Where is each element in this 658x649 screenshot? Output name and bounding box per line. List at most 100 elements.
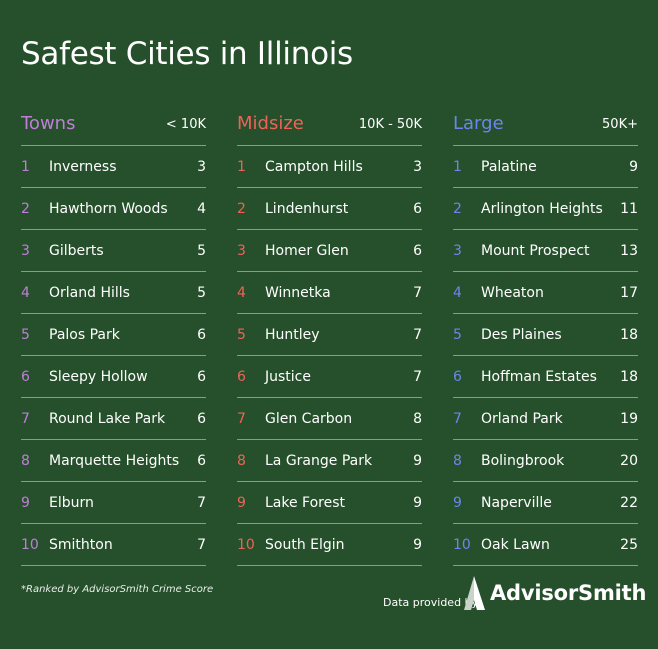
column-title: Midsize xyxy=(237,113,304,134)
list-item: 4 Winnetka 7 xyxy=(237,272,422,314)
list-item: 8 Bolingbrook 20 xyxy=(453,440,638,482)
rank: 7 xyxy=(453,411,462,427)
rank: 8 xyxy=(21,453,30,469)
city-name: Sleepy Hollow xyxy=(49,369,148,385)
city-name: Huntley xyxy=(265,327,320,343)
city-name: Round Lake Park xyxy=(49,411,166,427)
list-item: 4 Wheaton 17 xyxy=(453,272,638,314)
rank: 10 xyxy=(21,537,39,553)
list-item: 3 Mount Prospect 13 xyxy=(453,230,638,272)
rank: 3 xyxy=(21,243,30,259)
rank: 7 xyxy=(21,411,30,427)
list-item: 6 Hoffman Estates 18 xyxy=(453,356,638,398)
rank: 9 xyxy=(237,495,246,511)
rank: 4 xyxy=(21,285,30,301)
city-name: Winnetka xyxy=(265,285,331,301)
crime-score: 9 xyxy=(413,537,422,553)
city-name: Palos Park xyxy=(49,327,120,343)
crime-score: 22 xyxy=(620,495,638,511)
rank: 9 xyxy=(453,495,462,511)
city-name: Mount Prospect xyxy=(481,243,590,259)
column-header: Towns < 10K xyxy=(21,111,206,146)
crime-score: 7 xyxy=(413,327,422,343)
rank: 10 xyxy=(237,537,255,553)
list-item: 1 Inverness 3 xyxy=(21,146,206,188)
rank: 8 xyxy=(453,453,462,469)
city-name: Gilberts xyxy=(49,243,104,259)
city-name: Palatine xyxy=(481,159,537,175)
list-item: 9 Lake Forest 9 xyxy=(237,482,422,524)
crime-score: 6 xyxy=(197,369,206,385)
city-name: Marquette Heights xyxy=(49,453,180,469)
crime-score: 6 xyxy=(197,327,206,343)
rank: 5 xyxy=(453,327,462,343)
list-item: 7 Round Lake Park 6 xyxy=(21,398,206,440)
rank: 4 xyxy=(237,285,246,301)
column-header: Midsize 10K - 50K xyxy=(237,111,422,146)
crime-score: 9 xyxy=(413,453,422,469)
rank: 2 xyxy=(237,201,246,217)
list-item: 5 Palos Park 6 xyxy=(21,314,206,356)
rank: 2 xyxy=(453,201,462,217)
crime-score: 7 xyxy=(197,537,206,553)
list-item: 2 Arlington Heights 11 xyxy=(453,188,638,230)
city-name: Elburn xyxy=(49,495,94,511)
brand-logo: AdvisorSmith xyxy=(464,575,646,611)
city-name: Lake Forest xyxy=(265,495,346,511)
rank: 5 xyxy=(21,327,30,343)
rank: 6 xyxy=(21,369,30,385)
list-item: 2 Lindenhurst 6 xyxy=(237,188,422,230)
list-item: 1 Palatine 9 xyxy=(453,146,638,188)
list-item: 9 Elburn 7 xyxy=(21,482,206,524)
column-range: 50K+ xyxy=(602,117,638,132)
rank: 2 xyxy=(21,201,30,217)
city-name: Orland Hills xyxy=(49,285,130,301)
list-item: 7 Glen Carbon 8 xyxy=(237,398,422,440)
rank: 1 xyxy=(237,159,246,175)
city-name: Orland Park xyxy=(481,411,563,427)
column-large: Large 50K+ 1 Palatine 9 2 Arlington Heights… xyxy=(453,111,638,566)
column-towns: Towns < 10K 1 Inverness 3 2 Hawthorn Woods 4… xyxy=(21,111,206,566)
list-item: 8 Marquette Heights 6 xyxy=(21,440,206,482)
rank: 4 xyxy=(453,285,462,301)
crime-score: 13 xyxy=(620,243,638,259)
list-item: 10 Oak Lawn 25 xyxy=(453,524,638,566)
list-item: 3 Homer Glen 6 xyxy=(237,230,422,272)
crime-score: 19 xyxy=(620,411,638,427)
list-item: 9 Naperville 22 xyxy=(453,482,638,524)
column-range: < 10K xyxy=(165,117,206,132)
crime-score: 7 xyxy=(413,285,422,301)
crime-score: 7 xyxy=(197,495,206,511)
rank: 7 xyxy=(237,411,246,427)
rank: 3 xyxy=(453,243,462,259)
footnote: *Ranked by AdvisorSmith Crime Score xyxy=(21,584,214,595)
city-name: Oak Lawn xyxy=(481,537,550,553)
advisorsmith-logo-icon xyxy=(464,576,485,610)
city-name: Smithton xyxy=(49,537,113,553)
city-name: Hoffman Estates xyxy=(481,369,597,385)
rank: 8 xyxy=(237,453,246,469)
rank: 1 xyxy=(21,159,30,175)
ranking-list: 1 Campton Hills 3 2 Lindenhurst 6 3 Homer Gle… xyxy=(237,146,422,566)
list-item: 5 Huntley 7 xyxy=(237,314,422,356)
list-item: 7 Orland Park 19 xyxy=(453,398,638,440)
city-name: Des Plaines xyxy=(481,327,562,343)
rank: 10 xyxy=(453,537,471,553)
list-item: 10 Smithton 7 xyxy=(21,524,206,566)
column-midsize: Midsize 10K - 50K 1 Campton Hills 3 2 Linde… xyxy=(237,111,422,566)
city-name: Justice xyxy=(265,369,311,385)
crime-score: 6 xyxy=(413,243,422,259)
city-name: Arlington Heights xyxy=(481,201,603,217)
crime-score: 11 xyxy=(620,201,638,217)
list-item: 10 South Elgin 9 xyxy=(237,524,422,566)
rank: 1 xyxy=(453,159,462,175)
city-name: Bolingbrook xyxy=(481,453,565,469)
rank: 5 xyxy=(237,327,246,343)
rank: 3 xyxy=(237,243,246,259)
city-name: Inverness xyxy=(49,159,117,175)
column-range: 10K - 50K xyxy=(358,117,422,132)
list-item: 4 Orland Hills 5 xyxy=(21,272,206,314)
crime-score: 20 xyxy=(620,453,638,469)
list-item: 6 Sleepy Hollow 6 xyxy=(21,356,206,398)
rank: 6 xyxy=(453,369,462,385)
